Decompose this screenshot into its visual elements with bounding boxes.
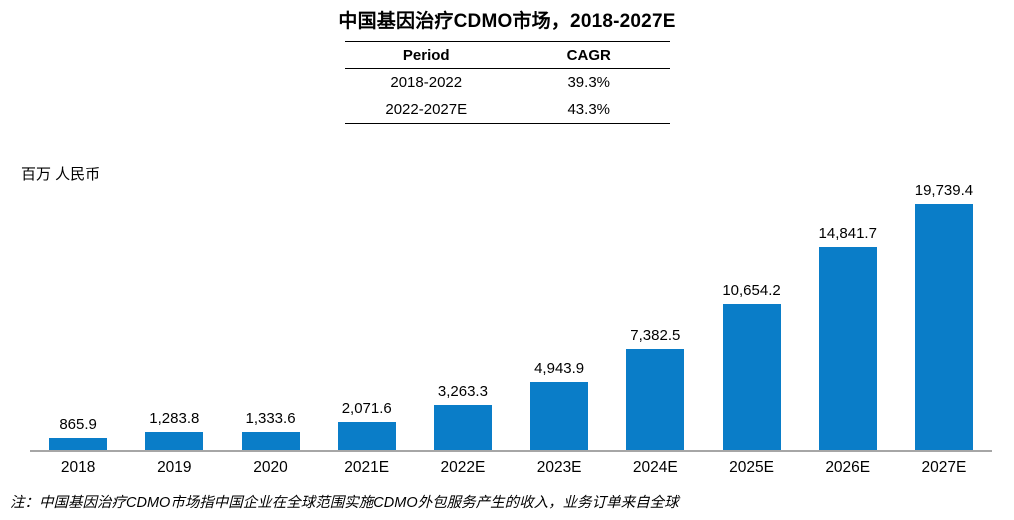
x-axis-label-2025E: 2025E bbox=[729, 459, 774, 476]
bar-2026E bbox=[818, 247, 877, 450]
bar-slot-2023E: 4,943.9 bbox=[511, 182, 607, 450]
bar-slot-2025E: 10,654.2 bbox=[703, 182, 799, 450]
x-axis-label-2027E: 2027E bbox=[921, 459, 967, 476]
bar-slot-2026E: 14,841.7 bbox=[800, 182, 896, 450]
cagr-value-cell: 39.3% bbox=[567, 74, 611, 91]
cagr-table: Period CAGR 2018-2022 39.3% 2022-2027E 4… bbox=[345, 41, 670, 124]
x-axis-label-2019: 2019 bbox=[157, 459, 192, 476]
bar-2025E bbox=[722, 304, 781, 450]
bar-2027E bbox=[914, 204, 973, 450]
cagr-table-header-row: Period CAGR bbox=[345, 42, 670, 69]
bar-value-label-2026E: 14,841.7 bbox=[818, 225, 877, 242]
bar-slot-2027E: 19,739.4 bbox=[896, 182, 992, 450]
bar-2018 bbox=[49, 438, 108, 450]
bar-2021E bbox=[337, 422, 396, 450]
x-axis-labels: 2018 2019 2020 2021E 2022E 2023E 2024E 2025E 202… bbox=[30, 459, 992, 477]
y-axis-unit-label: 百万 人民币 bbox=[21, 166, 101, 183]
bar-2023E bbox=[530, 382, 589, 450]
cagr-period-cell: 2022-2027E bbox=[385, 101, 468, 118]
bar-chart-plot-area: 865.9 1,283.8 1,333.6 2,071.6 3,263.3 4,943.9… bbox=[30, 182, 992, 452]
bar-slot-2021E: 2,071.6 bbox=[319, 182, 415, 450]
chart-title: 中国基因治疗CDMO市场，2018-2027E bbox=[338, 11, 676, 32]
bar-value-label-2021E: 2,071.6 bbox=[341, 400, 392, 417]
x-axis-label-2020: 2020 bbox=[253, 459, 288, 476]
cagr-period-cell: 2018-2022 bbox=[390, 74, 463, 91]
x-axis-label-2024E: 2024E bbox=[632, 459, 678, 476]
bar-2022E bbox=[433, 405, 492, 450]
bar-value-label-2020: 1,333.6 bbox=[245, 410, 296, 427]
bar-slot-2020: 1,333.6 bbox=[222, 182, 318, 450]
cagr-table-row-2018-2022: 2018-2022 39.3% bbox=[345, 69, 670, 96]
cagr-table-header-cagr: CAGR bbox=[566, 46, 611, 64]
bar-2024E bbox=[626, 349, 685, 450]
x-axis-label-2021E: 2021E bbox=[344, 459, 390, 476]
chart-footnote: 注：中国基因治疗CDMO市场指中国企业在全球范围实施CDMO外包服务产生的收入，… bbox=[10, 495, 679, 511]
x-axis-label-2026E: 2026E bbox=[825, 459, 871, 476]
bar-value-label-2025E: 10,654.2 bbox=[722, 282, 781, 299]
bar-slot-2022E: 3,263.3 bbox=[415, 182, 511, 450]
cagr-table-row-2022-2027e: 2022-2027E 43.3% bbox=[345, 96, 670, 123]
bar-slot-2024E: 7,382.5 bbox=[607, 182, 703, 450]
bar-value-label-2027E: 19,739.4 bbox=[914, 182, 974, 199]
cagr-table-header-period: Period bbox=[402, 46, 450, 64]
bar-2020 bbox=[241, 432, 300, 450]
bar-value-label-2019: 1,283.8 bbox=[149, 410, 200, 427]
cagr-value-cell: 43.3% bbox=[567, 101, 611, 118]
bar-slot-2019: 1,283.8 bbox=[126, 182, 222, 450]
x-axis-label-2023E: 2023E bbox=[536, 459, 582, 476]
bar-2019 bbox=[145, 432, 204, 450]
bar-value-label-2023E: 4,943.9 bbox=[534, 360, 585, 377]
x-axis-label-2022E: 2022E bbox=[440, 459, 486, 476]
bar-value-label-2022E: 3,263.3 bbox=[437, 383, 488, 400]
bar-slot-2018: 865.9 bbox=[30, 182, 126, 450]
bar-value-label-2024E: 7,382.5 bbox=[630, 327, 681, 344]
x-axis-label-2018: 2018 bbox=[60, 459, 96, 476]
bar-value-label-2018: 865.9 bbox=[59, 416, 97, 433]
